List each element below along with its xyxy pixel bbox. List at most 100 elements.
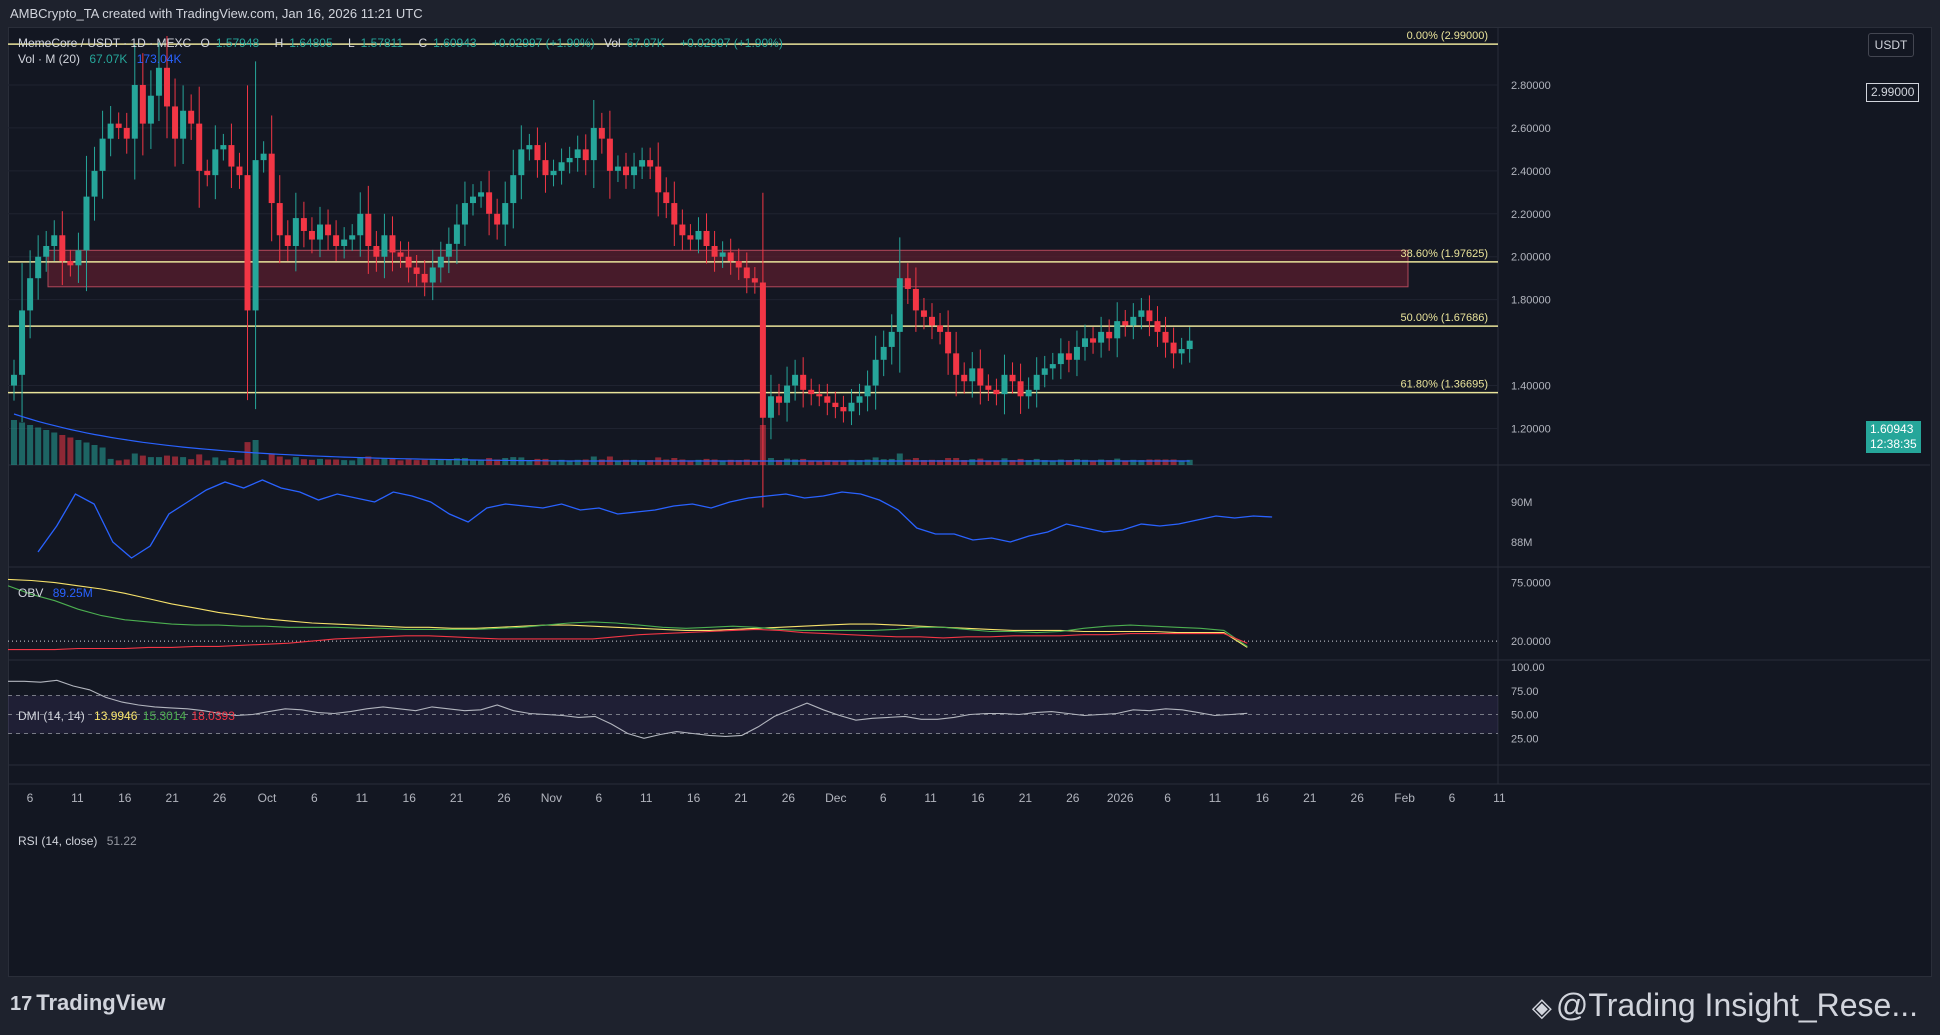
vol-number: 67.07K bbox=[626, 36, 665, 50]
time-axis-label: Nov bbox=[541, 791, 562, 805]
candle-body bbox=[164, 67, 170, 107]
volume-bar bbox=[929, 459, 935, 465]
vol-value: Vol 67.07K bbox=[604, 36, 671, 50]
candle-body bbox=[582, 149, 589, 161]
volume-bar bbox=[824, 460, 831, 465]
low-number: 1.57811 bbox=[360, 36, 404, 50]
volume-bar bbox=[920, 460, 927, 465]
volume-bar bbox=[461, 458, 468, 465]
volume-legend[interactable]: Vol · M (20) 67.07K 173.04K bbox=[18, 52, 187, 66]
candle-body bbox=[534, 145, 541, 161]
rsi-axis-label: 50.00 bbox=[1511, 710, 1539, 722]
volume-bar bbox=[164, 455, 170, 465]
candle-body bbox=[1017, 381, 1024, 397]
volma-value-1: 67.07K bbox=[89, 52, 128, 66]
low-label: L bbox=[347, 36, 355, 50]
candle-body bbox=[445, 243, 452, 257]
volume-bar bbox=[325, 459, 332, 465]
candle-body bbox=[1025, 389, 1032, 397]
candle-body bbox=[1114, 321, 1121, 339]
volume-bar bbox=[389, 458, 396, 465]
dmi-minus-value: 18.0393 bbox=[191, 709, 235, 723]
time-axis-label: 16 bbox=[687, 791, 701, 805]
tradingview-logo[interactable]: 17 TradingView bbox=[10, 990, 165, 1016]
candle-body bbox=[244, 175, 251, 311]
candle-body bbox=[131, 84, 138, 139]
candle-body bbox=[1033, 374, 1040, 390]
symbol-legend[interactable]: MemeCore / USDT · 1D · MEXC O 1.57948 H 1.… bbox=[18, 36, 789, 50]
time-axis-label: 16 bbox=[971, 791, 985, 805]
volume-bar bbox=[341, 460, 348, 465]
candle-body bbox=[75, 250, 82, 266]
vol-change: +0.02997 (+1.90%) bbox=[680, 36, 783, 50]
volume-bar bbox=[75, 440, 82, 465]
candle-body bbox=[228, 145, 235, 167]
candle-body bbox=[83, 196, 90, 251]
volume-bar bbox=[1001, 458, 1008, 465]
candle-body bbox=[421, 273, 428, 283]
volume-bar bbox=[99, 447, 106, 465]
time-axis-label: 26 bbox=[497, 791, 511, 805]
volume-bar bbox=[405, 459, 412, 465]
volume-bar bbox=[445, 459, 452, 465]
time-axis-label: 16 bbox=[1256, 791, 1270, 805]
candle-body bbox=[1178, 349, 1185, 354]
chart-credit: AMBCrypto_TA created with TradingView.co… bbox=[10, 6, 423, 21]
volume-bar bbox=[123, 459, 130, 465]
candle-body bbox=[727, 252, 734, 262]
time-axis-label: 6 bbox=[880, 791, 887, 805]
symbol-name[interactable]: MemeCore / USDT · 1D · MEXC bbox=[18, 36, 192, 50]
time-axis-label: 21 bbox=[734, 791, 748, 805]
candle-body bbox=[357, 213, 364, 236]
volume-bar bbox=[1146, 459, 1153, 465]
fib-level-label: 50.00% (1.67686) bbox=[1401, 312, 1488, 324]
time-axis-label: 11 bbox=[1493, 791, 1506, 805]
candle-body bbox=[397, 252, 404, 257]
dmi-label: DMI (14, 14) bbox=[18, 709, 85, 723]
time-axis-label: 26 bbox=[1066, 791, 1080, 805]
obv-axis-label: 88M bbox=[1511, 537, 1532, 549]
chart-canvas[interactable]: 2.80000 2.60000 2.40000 2.20000 2.00000 1.800… bbox=[8, 27, 1930, 975]
volume-bar bbox=[244, 442, 251, 465]
volume-bar bbox=[719, 460, 726, 465]
high-number: 1.64805 bbox=[289, 36, 333, 50]
candle-body bbox=[872, 359, 879, 386]
obv-value: 89.25M bbox=[52, 586, 93, 600]
candle-body bbox=[389, 235, 396, 253]
volume-bar bbox=[1106, 460, 1113, 465]
volume-bar bbox=[478, 460, 485, 465]
volume-bar bbox=[260, 460, 267, 465]
rsi-axis-label: 25.00 bbox=[1511, 733, 1539, 745]
vol-label: Vol bbox=[604, 36, 621, 50]
volume-bar bbox=[413, 460, 420, 465]
time-axis-label: 11 bbox=[640, 791, 653, 805]
candle-body bbox=[912, 288, 919, 311]
rsi-legend[interactable]: RSI (14, close) 51.22 bbox=[18, 834, 143, 848]
volume-bar bbox=[623, 459, 629, 465]
candle-body bbox=[1162, 331, 1169, 343]
candle-body bbox=[776, 396, 782, 403]
currency-badge[interactable]: USDT bbox=[1868, 33, 1914, 57]
candle-countdown: 12:38:35 bbox=[1870, 437, 1917, 451]
volume-bar bbox=[800, 458, 807, 465]
candle-body bbox=[123, 127, 130, 139]
change-value: +0.02997 (+1.90%) bbox=[491, 36, 595, 50]
candle-body bbox=[486, 192, 493, 214]
candle-body bbox=[969, 368, 976, 382]
volume-bar bbox=[743, 459, 750, 465]
volume-bar bbox=[679, 459, 686, 465]
candle-body bbox=[1130, 316, 1137, 326]
watermark-text: @Trading Insight_Rese... bbox=[1555, 987, 1918, 1023]
candle-body bbox=[711, 246, 718, 257]
candle-body bbox=[880, 346, 887, 360]
candle-body bbox=[325, 224, 332, 236]
obv-legend[interactable]: OBV 89.25M bbox=[18, 586, 99, 600]
volume-ma-line bbox=[13, 413, 1190, 462]
candle-body bbox=[147, 95, 154, 124]
time-axis-label: 11 bbox=[71, 791, 84, 805]
volume-bar bbox=[333, 459, 340, 465]
candle-body bbox=[276, 203, 283, 236]
volma-value-2: 173.04K bbox=[136, 52, 182, 66]
obv-axis-label: 90M bbox=[1511, 497, 1532, 509]
dmi-legend[interactable]: DMI (14, 14) 13.9946 15.3014 18.0393 bbox=[18, 709, 241, 723]
